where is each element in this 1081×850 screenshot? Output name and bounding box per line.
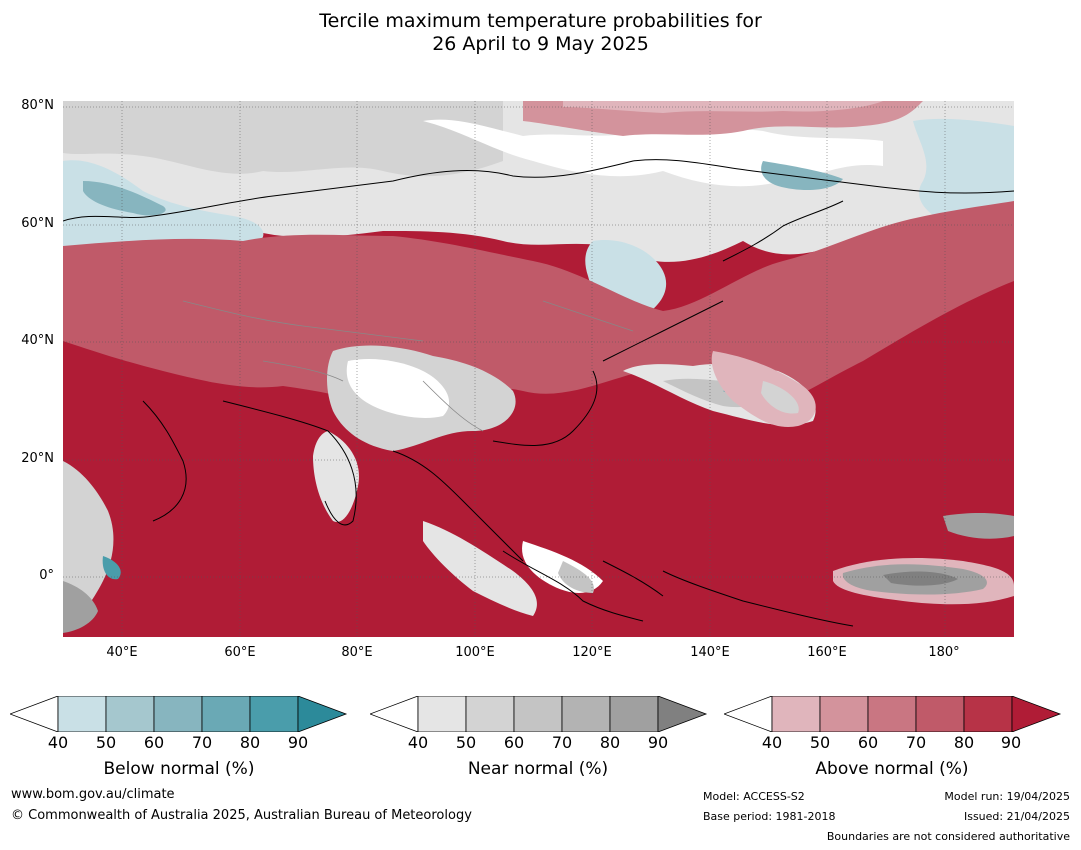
lon-label-60e: 60°E <box>224 645 256 660</box>
copyright-text: © Commonwealth of Australia 2025, Austra… <box>11 808 472 823</box>
lon-label-40e: 40°E <box>106 645 138 660</box>
lon-label-80e: 80°E <box>341 645 373 660</box>
lon-label-160e: 160°E <box>807 645 847 660</box>
cb-near-tick: 40 <box>407 733 429 752</box>
lon-label-140e: 140°E <box>690 645 730 660</box>
cb-above-tick: 40 <box>761 733 783 752</box>
model-run-text: Model run: 19/04/2025 <box>944 790 1070 803</box>
cb-near-label: Near normal (%) <box>467 759 609 779</box>
cb-above-tick: 90 <box>1000 733 1022 752</box>
lat-label-40n: 40°N <box>21 333 54 348</box>
website-link[interactable]: www.bom.gov.au/climate <box>11 787 175 802</box>
cb-below-label: Below normal (%) <box>103 759 255 779</box>
lat-label-20n: 20°N <box>21 451 54 466</box>
lat-label-0: 0° <box>39 568 54 583</box>
map-title-line2: 26 April to 9 May 2025 <box>432 33 649 55</box>
cb-above-tick: 70 <box>905 733 927 752</box>
cb-below-tick: 80 <box>239 733 261 752</box>
lon-label-100e: 100°E <box>455 645 495 660</box>
colorbar-below-normal <box>10 696 348 732</box>
cb-near-tick: 70 <box>551 733 573 752</box>
cb-above-tick: 80 <box>953 733 975 752</box>
cb-near-tick: 90 <box>647 733 669 752</box>
probability-map <box>63 101 1014 637</box>
lat-label-60n: 60°N <box>21 216 54 231</box>
cb-above-label: Above normal (%) <box>815 759 969 779</box>
lon-label-120e: 120°E <box>572 645 612 660</box>
colorbar-above-normal <box>724 696 1062 732</box>
lon-label-180: 180° <box>928 645 960 660</box>
cb-above-tick: 50 <box>809 733 831 752</box>
cb-below-tick: 50 <box>95 733 117 752</box>
cb-below-tick: 40 <box>47 733 69 752</box>
cb-near-tick: 80 <box>599 733 621 752</box>
cb-above-tick: 60 <box>857 733 879 752</box>
lat-label-80n: 80°N <box>21 98 54 113</box>
model-text: Model: ACCESS-S2 <box>703 790 805 803</box>
disclaimer-text: Boundaries are not considered authoritat… <box>826 830 1070 843</box>
cb-near-tick: 50 <box>455 733 477 752</box>
cb-below-tick: 90 <box>287 733 309 752</box>
issued-text: Issued: 21/04/2025 <box>963 810 1070 823</box>
cb-near-tick: 60 <box>503 733 525 752</box>
cb-below-tick: 60 <box>143 733 165 752</box>
base-period-text: Base period: 1981-2018 <box>703 810 836 823</box>
cb-below-tick: 70 <box>191 733 213 752</box>
map-title-line1: Tercile maximum temperature probabilitie… <box>319 10 762 32</box>
colorbar-near-normal <box>370 696 708 732</box>
